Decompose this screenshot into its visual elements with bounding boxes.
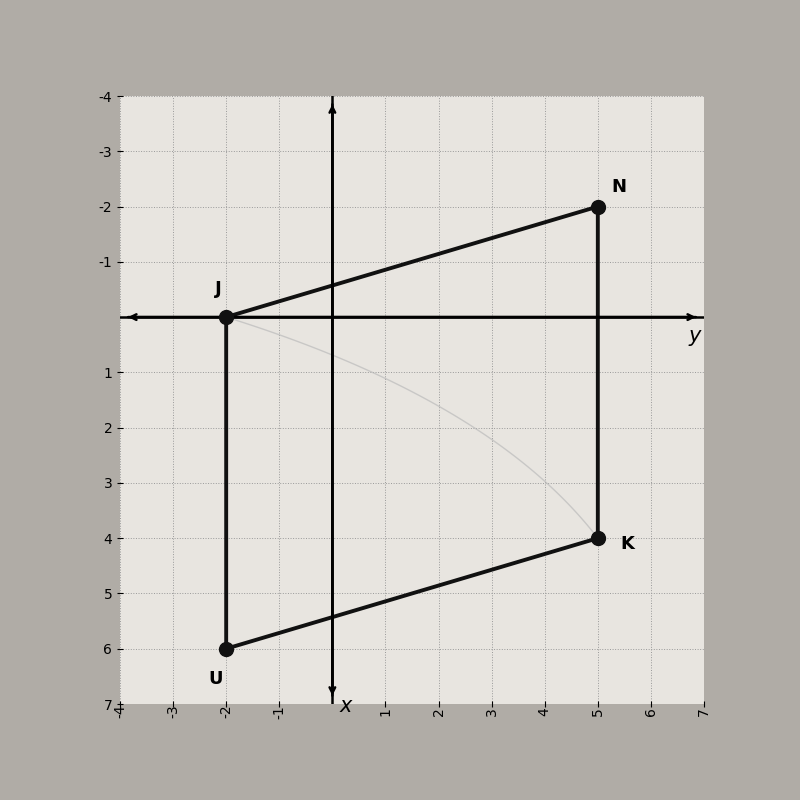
Text: J: J	[215, 281, 222, 298]
Text: x: x	[339, 696, 352, 716]
Point	[220, 310, 233, 323]
Text: K: K	[620, 534, 634, 553]
Text: U: U	[208, 670, 223, 688]
Text: N: N	[611, 178, 626, 196]
Point	[220, 642, 233, 655]
Point	[591, 532, 604, 545]
Text: y: y	[689, 326, 702, 346]
Point	[591, 200, 604, 213]
